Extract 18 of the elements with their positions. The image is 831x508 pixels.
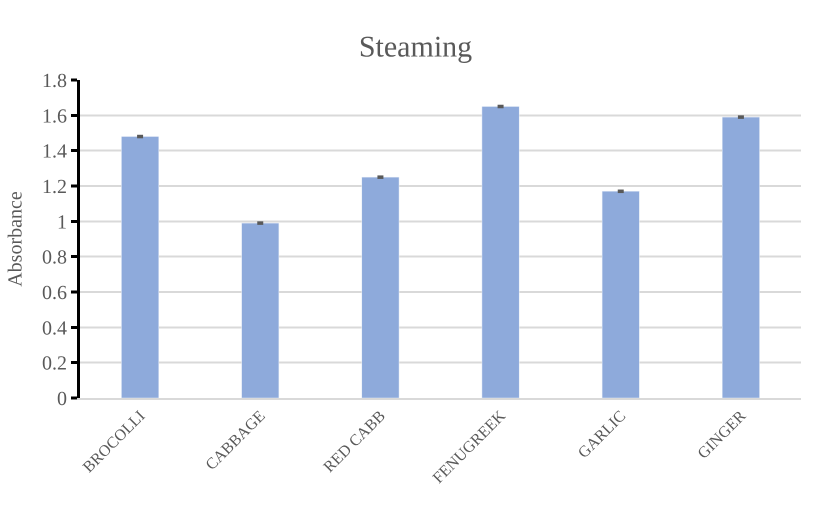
y-tick-label: 0.2 xyxy=(42,352,67,375)
y-axis-title: Absorbance xyxy=(4,191,26,287)
y-tick-label: 1.4 xyxy=(42,140,67,163)
bar xyxy=(121,136,159,398)
y-tick-label: 0.6 xyxy=(42,282,67,304)
bar xyxy=(722,116,760,398)
y-tick-label: 1 xyxy=(57,211,67,234)
y-tick-label: 0.4 xyxy=(42,317,67,340)
y-tick-label: 1.6 xyxy=(42,105,67,128)
bar xyxy=(482,106,520,398)
bar xyxy=(241,222,280,398)
y-tick-label: 0.8 xyxy=(42,246,67,269)
bar xyxy=(602,191,640,398)
chart-title: Steaming xyxy=(358,30,472,64)
y-tick-label: 0 xyxy=(57,388,67,410)
y-tick-label: 1.8 xyxy=(42,70,67,92)
bar xyxy=(362,176,400,398)
y-tick-label: 1.2 xyxy=(42,176,67,198)
